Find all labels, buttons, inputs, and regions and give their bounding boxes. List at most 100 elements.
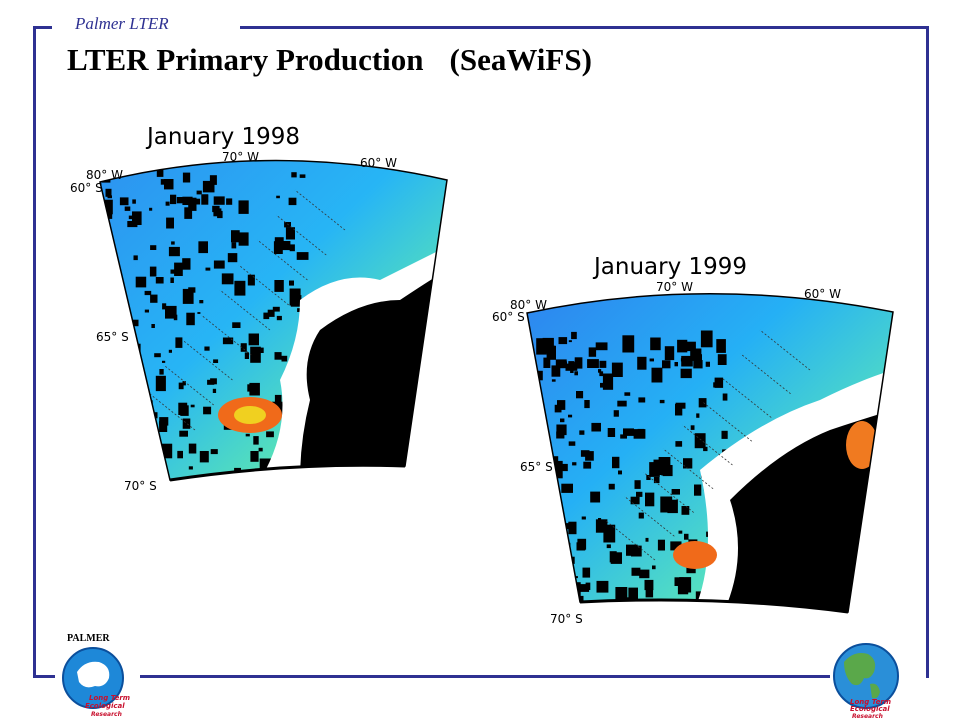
cloud-patch [675, 402, 686, 409]
cloud-patch [611, 362, 623, 377]
cloud-patch [624, 392, 631, 396]
map-1999-bottom-arc [579, 598, 849, 614]
lter-logo-line-3: Research [852, 713, 883, 720]
cloud-patch [250, 451, 259, 462]
cloud-patch [549, 345, 556, 353]
cloud-patch [698, 398, 707, 408]
cloud-patch [685, 341, 696, 352]
cloud-patch [274, 237, 284, 244]
cloud-patch [574, 576, 578, 579]
cloud-patch [585, 451, 594, 461]
cloud-patch [162, 360, 166, 363]
palmer-logo-line-2: Ecological [85, 702, 125, 710]
cloud-patch [600, 382, 605, 388]
cloud-patch [680, 358, 687, 362]
cloud-patch [650, 337, 661, 351]
cloud-patch [547, 504, 556, 512]
palmer-logo-title: PALMER [67, 633, 110, 644]
palmer-lter-logo: Long Term Ecological Research [62, 647, 130, 718]
cloud-patch [164, 179, 174, 190]
cloud-patch [175, 337, 183, 348]
cloud-patch [272, 306, 280, 312]
cloud-patch [251, 350, 260, 361]
cloud-patch [664, 346, 675, 361]
cloud-patch [633, 429, 646, 439]
cloud-patch [717, 354, 727, 365]
cloud-patch [599, 371, 604, 377]
cloud-patch [245, 433, 250, 437]
cloud-patch [133, 255, 138, 261]
cloud-patch [694, 484, 702, 496]
map-1998-lon-80: 80° W [86, 168, 123, 182]
cloud-patch [612, 456, 620, 469]
brand-label: Palmer LTER [75, 14, 169, 33]
cloud-patch [182, 172, 191, 183]
cloud-patch [639, 569, 650, 579]
cloud-patch [638, 512, 644, 519]
cloud-patch [165, 201, 170, 206]
cloud-patch [598, 518, 602, 520]
cloud-patch [671, 489, 680, 495]
cloud-patch [658, 457, 671, 469]
cloud-patch [551, 538, 562, 552]
map-1999-lat-70: 70° S [550, 612, 583, 626]
grid-line [682, 424, 733, 466]
grid-line [219, 289, 271, 331]
cloud-patch [565, 564, 570, 570]
cloud-patch [638, 397, 646, 403]
cloud-patch [194, 198, 201, 205]
cloud-patch [556, 571, 565, 578]
cloud-patch [532, 487, 540, 497]
cloud-patch [135, 276, 147, 288]
cloud-patch [160, 179, 166, 185]
cloud-patch [564, 540, 569, 544]
cloud-patch [556, 424, 567, 436]
grid-line [144, 389, 196, 431]
cloud-patch [276, 195, 280, 199]
cloud-patch [150, 294, 158, 303]
cloud-patch [151, 324, 155, 328]
cloud-patch [551, 379, 556, 382]
cloud-patch [198, 241, 208, 254]
cloud-patch [274, 352, 282, 360]
cloud-patch [162, 303, 167, 310]
grid-line [294, 189, 346, 231]
cloud-patch [570, 370, 574, 373]
cloud-patch [168, 349, 172, 353]
cloud-patch [288, 197, 297, 206]
cloud-patch [231, 242, 237, 249]
cloud-patch [244, 352, 249, 359]
map-1999-lon-60: 60° W [804, 287, 841, 301]
cloud-patch [608, 483, 615, 490]
cloud-patch [159, 421, 168, 432]
cloud-patch [617, 400, 627, 407]
antarctica-icon [77, 661, 110, 688]
cloud-patch [149, 207, 153, 211]
cloud-patch [680, 368, 692, 379]
cloud-patch [691, 354, 702, 361]
north-america-icon [844, 653, 876, 686]
title-main: LTER Primary Production [67, 42, 424, 77]
cloud-patch [170, 194, 177, 205]
cloud-patch [536, 548, 548, 563]
cloud-patch [196, 190, 202, 195]
lter-logo-line-2: Ecological [850, 705, 890, 713]
frame-top-right [240, 26, 929, 29]
cloud-patch [634, 480, 641, 489]
cloud-patch [176, 197, 186, 204]
sampling-grid [144, 189, 346, 431]
cloud-patch [603, 524, 616, 543]
cloud-patch [166, 217, 174, 229]
cloud-patch [238, 200, 249, 214]
map-1998-lat-65: 65° S [96, 330, 129, 344]
grid-line [624, 495, 675, 537]
cloud-patch [551, 365, 561, 377]
palmer-logo-line-3: Research [91, 711, 122, 718]
cloud-patch [119, 197, 129, 206]
production-hotspot [673, 541, 717, 569]
grid-line [701, 400, 753, 442]
cloud-patch [620, 434, 627, 439]
cloud-patch [174, 262, 183, 276]
cloud-patch [591, 422, 601, 432]
